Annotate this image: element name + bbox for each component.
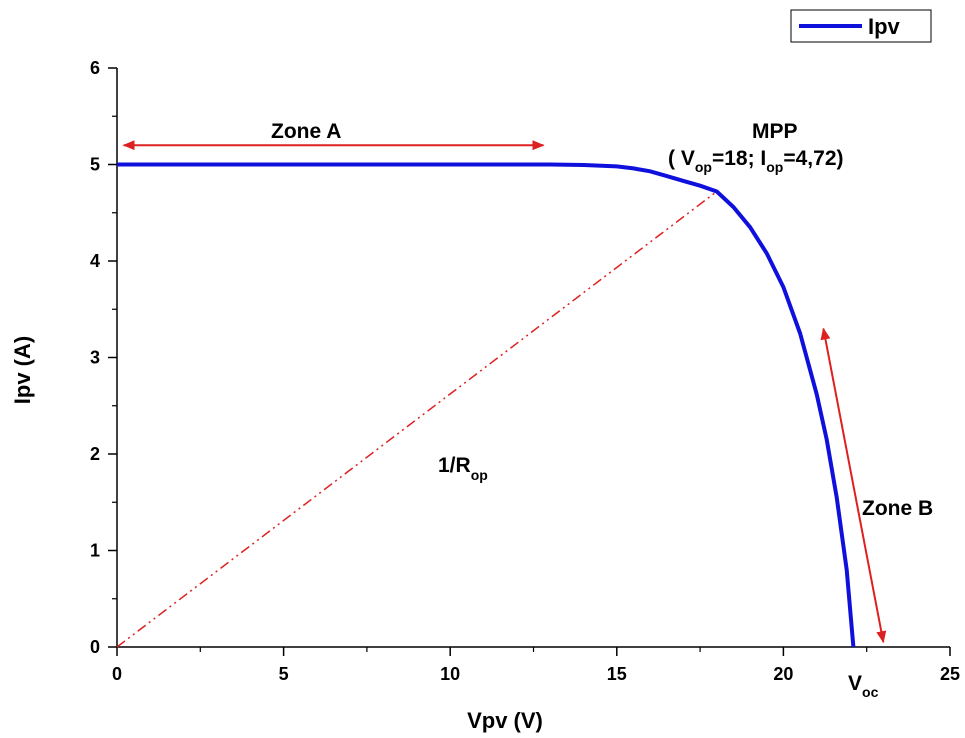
y-tick-label: 5 [90,155,100,175]
mpp-coordinates: ( Vop=18; Iop=4,72) [668,147,844,175]
x-tick-label: 20 [773,664,793,684]
voc-label: Voc [848,672,879,700]
tick-labels: 0 5 10 15 20 25 0 1 2 3 4 5 6 [90,58,960,684]
mpp-title: MPP [752,120,798,143]
y-tick-label: 0 [90,637,100,657]
y-tick-label: 1 [90,541,100,561]
mpp-text: =18; I [712,147,766,170]
tick-marks [108,67,951,656]
x-tick-label: 0 [112,664,122,684]
mpp-subscript: op [766,159,783,175]
y-axis-label: Ipv (A) [10,336,35,404]
zone-b-arrow [820,327,887,644]
load-line-1-over-rop [116,190,718,648]
zone-b-label: Zone B [862,497,933,520]
series-ipv-line [117,162,856,648]
zone-a-label: Zone A [271,120,341,143]
y-tick-label: 4 [90,251,100,271]
x-tick-label: 10 [440,664,460,684]
x-tick-label: 15 [607,664,627,684]
legend-label-ipv: Ipv [868,14,901,39]
mpp-text: ( V [668,147,695,170]
y-tick-label: 3 [90,348,100,368]
x-tick-label: 25 [940,664,960,684]
y-tick-label: 6 [90,58,100,78]
mpp-text: =4,72) [783,147,843,170]
y-tick-label: 2 [90,444,100,464]
legend: Ipv [790,9,932,43]
load-line-label: 1/Rop [438,454,488,483]
x-tick-label: 5 [279,664,289,684]
x-axis-label: Vpv (V) [467,708,543,733]
mpp-subscript: op [695,159,712,175]
